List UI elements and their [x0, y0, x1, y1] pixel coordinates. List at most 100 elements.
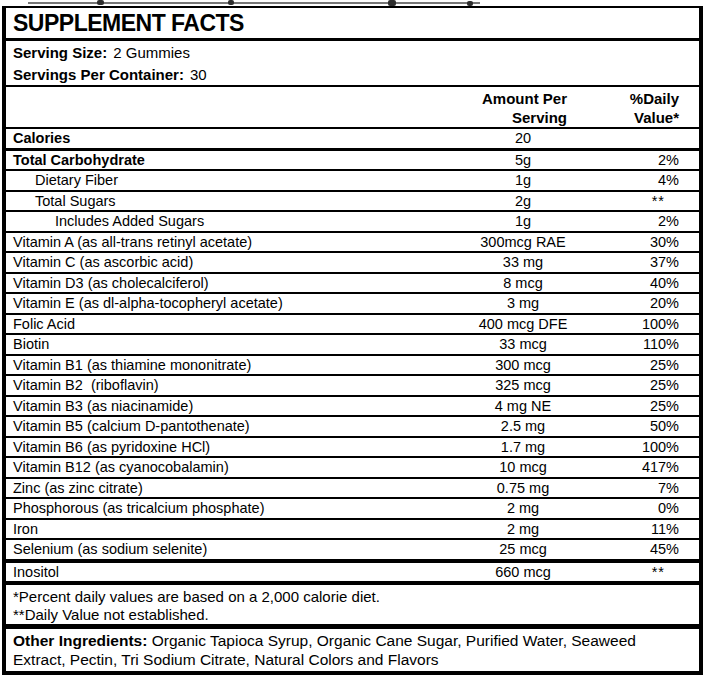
nutrient-amount: 325 mcg — [433, 376, 603, 395]
nutrient-name: Vitamin B12 (as cyanocobalamin) — [6, 458, 433, 477]
nutrient-amount: 33 mg — [433, 253, 603, 272]
nutrient-name: Vitamin A (as all-trans retinyl acetate) — [6, 233, 433, 252]
nutrient-row: Calories20 — [6, 129, 699, 151]
nutrient-amount: 300 mcg — [433, 356, 603, 375]
nutrient-name: Phosphorous (as tricalcium phosphate) — [6, 499, 433, 518]
nutrient-daily-value: 0% — [603, 499, 699, 518]
nutrient-row: Phosphorous (as tricalcium phosphate)2 m… — [6, 499, 699, 520]
nutrient-amount: 8 mcg — [433, 274, 603, 293]
serving-info: Serving Size:2 Gummies Servings Per Cont… — [6, 41, 699, 87]
nutrient-name: Vitamin C (as ascorbic acid) — [6, 253, 433, 272]
nutrient-daily-value: ** — [603, 563, 699, 582]
servings-per-container-line: Servings Per Container: 30 — [13, 64, 699, 86]
nutrient-amount: 1g — [433, 171, 603, 190]
nutrient-amount: 33 mcg — [433, 335, 603, 354]
nutrient-daily-value: 30% — [603, 233, 699, 252]
nutrient-daily-value: 50% — [603, 417, 699, 436]
nutrient-table: Calories20Total Carbohydrate5g2%Dietary … — [6, 129, 699, 585]
nutrient-row: Vitamin B5 (calcium D-pantothenate)2.5 m… — [6, 417, 699, 438]
nutrient-daily-value: 11% — [603, 520, 699, 539]
nutrient-row: Vitamin B2 (riboflavin)325 mcg25% — [6, 376, 699, 397]
nutrient-row: Vitamin B3 (as niacinamide)4 mg NE25% — [6, 397, 699, 418]
nutrient-amount: 1.7 mg — [433, 438, 603, 457]
footnotes: *Percent daily values are based on a 2,0… — [6, 585, 699, 629]
nutrient-daily-value: 4% — [603, 171, 699, 190]
nutrient-daily-value: 2% — [603, 151, 699, 170]
supplement-facts-panel: SUPPLEMENT FACTS Serving Size:2 Gummies … — [2, 6, 703, 675]
nutrient-row: Iron2 mg11% — [6, 520, 699, 541]
column-header-amount-per-serving: Amount Per Serving — [433, 89, 603, 127]
other-ingredients-label: Other Ingredients: — [13, 632, 147, 649]
nutrient-name: Vitamin B2 (riboflavin) — [6, 376, 433, 395]
cropped-text-remnant — [28, 2, 480, 4]
nutrient-amount: 0.75 mg — [433, 479, 603, 498]
nutrient-daily-value: 417% — [603, 458, 699, 477]
nutrient-daily-value: 40% — [603, 274, 699, 293]
column-headers: Amount Per Serving %Daily Value* — [6, 87, 699, 129]
cropped-text-remnant — [228, 0, 234, 5]
panel-title: SUPPLEMENT FACTS — [6, 8, 699, 41]
nutrient-name: Biotin — [6, 335, 433, 354]
nutrient-daily-value: 45% — [603, 540, 699, 559]
nutrient-amount: 2.5 mg — [433, 417, 603, 436]
nutrient-daily-value: 2% — [603, 212, 699, 231]
nutrient-daily-value: 25% — [603, 376, 699, 395]
nutrient-amount: 5g — [433, 151, 603, 170]
nutrient-row: Total Sugars2g** — [6, 192, 699, 213]
cropped-text-remnant — [97, 0, 104, 5]
nutrient-daily-value: 20% — [603, 294, 699, 313]
nutrient-amount: 25 mcg — [433, 540, 603, 559]
nutrient-row: Inositol660 mcg** — [6, 563, 699, 586]
amount-header-line1: Amount Per — [433, 89, 567, 108]
nutrient-name: Zinc (as zinc citrate) — [6, 479, 433, 498]
nutrient-name: Inositol — [6, 563, 433, 582]
nutrient-daily-value: 37% — [603, 253, 699, 272]
servings-per-container-value: 30 — [190, 66, 207, 83]
serving-size-label: Serving Size: — [13, 44, 107, 61]
nutrient-daily-value — [603, 129, 699, 148]
nutrient-amount: 2 mg — [433, 520, 603, 539]
nutrient-name: Vitamin B1 (as thiamine mononitrate) — [6, 356, 433, 375]
nutrient-amount: 660 mcg — [433, 563, 603, 582]
dv-header-line1: %Daily — [603, 89, 679, 108]
nutrient-amount: 20 — [433, 129, 603, 148]
nutrient-name: Vitamin B6 (as pyridoxine HCl) — [6, 438, 433, 457]
nutrient-name: Iron — [6, 520, 433, 539]
nutrient-row: Vitamin A (as all-trans retinyl acetate)… — [6, 233, 699, 254]
nutrient-amount: 3 mg — [433, 294, 603, 313]
column-header-spacer — [6, 89, 433, 127]
nutrient-row: Vitamin B6 (as pyridoxine HCl)1.7 mg100% — [6, 438, 699, 459]
nutrient-amount: 4 mg NE — [433, 397, 603, 416]
nutrient-amount: 10 mcg — [433, 458, 603, 477]
nutrient-row: Includes Added Sugars1g2% — [6, 212, 699, 233]
nutrient-name: Vitamin D3 (as cholecalciferol) — [6, 274, 433, 293]
nutrient-row: Biotin33 mcg110% — [6, 335, 699, 356]
nutrient-row: Zinc (as zinc citrate)0.75 mg7% — [6, 479, 699, 500]
nutrient-name: Dietary Fiber — [6, 171, 433, 190]
nutrient-name: Vitamin B5 (calcium D-pantothenate) — [6, 417, 433, 436]
column-header-daily-value: %Daily Value* — [603, 89, 699, 127]
nutrient-name: Vitamin B3 (as niacinamide) — [6, 397, 433, 416]
nutrient-daily-value: 100% — [603, 315, 699, 334]
nutrient-daily-value: ** — [603, 192, 699, 211]
nutrient-amount: 400 mcg DFE — [433, 315, 603, 334]
nutrient-name: Total Carbohydrate — [6, 151, 433, 170]
nutrient-amount: 2 mg — [433, 499, 603, 518]
nutrient-row: Total Carbohydrate5g2% — [6, 151, 699, 172]
nutrient-name: Vitamin E (as dl-alpha-tocopheryl acetat… — [6, 294, 433, 313]
dv-header-line2: Value* — [603, 108, 679, 127]
nutrient-daily-value: 25% — [603, 356, 699, 375]
nutrient-row: Dietary Fiber1g4% — [6, 171, 699, 192]
nutrient-row: Vitamin E (as dl-alpha-tocopheryl acetat… — [6, 294, 699, 315]
nutrient-row: Folic Acid400 mcg DFE100% — [6, 315, 699, 336]
footnote-percent-daily-values: *Percent daily values are based on a 2,0… — [13, 588, 699, 606]
nutrient-name: Selenium (as sodium selenite) — [6, 540, 433, 559]
nutrient-row: Vitamin D3 (as cholecalciferol)8 mcg40% — [6, 274, 699, 295]
nutrient-amount: 1g — [433, 212, 603, 231]
nutrient-row: Selenium (as sodium selenite)25 mcg45% — [6, 540, 699, 563]
servings-per-container-label: Servings Per Container: — [13, 66, 184, 83]
nutrient-daily-value: 100% — [603, 438, 699, 457]
other-ingredients: Other Ingredients: Organic Tapioca Syrup… — [6, 629, 699, 671]
nutrient-daily-value: 25% — [603, 397, 699, 416]
amount-header-line2: Serving — [433, 108, 567, 127]
